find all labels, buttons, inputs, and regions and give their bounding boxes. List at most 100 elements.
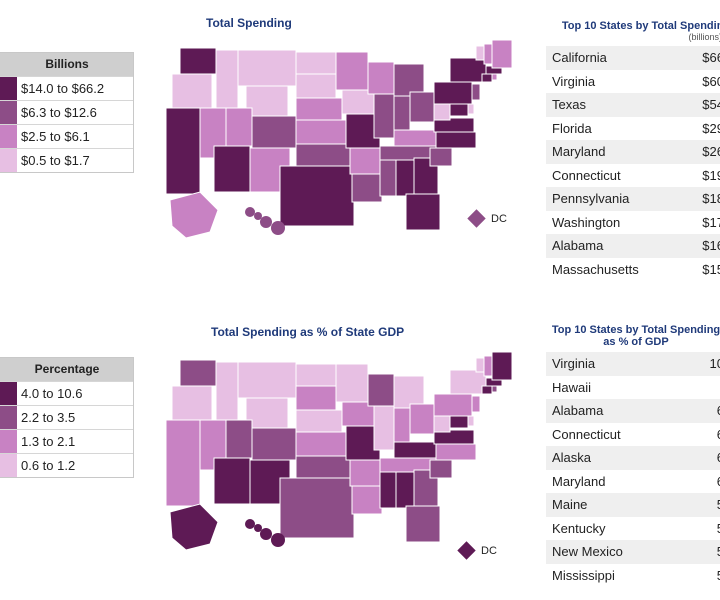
state-vt (475, 45, 485, 61)
state-name: Mississippi (552, 567, 615, 583)
state-id (215, 49, 239, 109)
table-row: Maryland 6 (546, 470, 720, 494)
state-name: Hawaii (552, 379, 592, 395)
state-nc (435, 131, 477, 149)
state-oh (409, 91, 435, 123)
legend-swatch (0, 382, 17, 405)
dc-marker: DC (467, 209, 507, 228)
state-mn (335, 51, 369, 91)
state-ri (491, 73, 498, 81)
legend: Billions $14.0 to $66.2 $6.3 to $12.6 $2… (0, 52, 134, 173)
state-name: Alaska (552, 450, 592, 466)
state-value: $54 (702, 97, 720, 113)
state-wy (245, 85, 289, 117)
state-in (393, 407, 411, 443)
state-ar (349, 147, 381, 175)
state-value: 5 (717, 568, 720, 583)
state-name: Virginia (552, 73, 596, 89)
table-row: Connecticut 6 (546, 423, 720, 447)
state-sd (295, 385, 337, 411)
table-row: Alaska 6 (546, 446, 720, 470)
state-mn (335, 363, 369, 403)
us-choropleth-map (165, 352, 513, 551)
state-wy (245, 397, 289, 429)
state-ri (491, 385, 498, 393)
dc-swatch (467, 209, 486, 228)
state-value: $26 (702, 144, 720, 160)
state-mi (393, 375, 425, 409)
state-name: Connecticut (552, 426, 621, 442)
legend-swatch (0, 454, 17, 477)
legend: Percentage 4.0 to 10.6 2.2 to 3.5 1.3 to… (0, 357, 134, 478)
state-nj (471, 83, 481, 101)
state-name: California (552, 50, 607, 66)
state-value: $66 (702, 50, 720, 66)
state-nh (483, 355, 493, 377)
state-ms (379, 159, 397, 197)
legend-label: 4.0 to 10.6 (21, 386, 83, 401)
state-name: Massachusetts (552, 261, 639, 277)
legend-item: $6.3 to $12.6 (0, 100, 133, 124)
state-ct (481, 385, 493, 395)
dc-label: DC (491, 212, 507, 225)
table-row: Washington $17 (546, 211, 720, 235)
state-de (467, 415, 475, 427)
state-al (395, 159, 415, 197)
state-az (213, 145, 251, 193)
state-pa (433, 81, 473, 105)
table-subtitle: (billions) (688, 32, 720, 42)
state-wa (179, 47, 217, 75)
table-row: Mississippi 5 (546, 564, 720, 588)
state-me (491, 352, 513, 381)
state-name: Pennsylvania (552, 191, 630, 207)
table-row: Massachusetts $15 (546, 258, 720, 282)
state-ct (481, 73, 493, 83)
state-hi (271, 533, 285, 547)
state-ar (349, 459, 381, 487)
top10-table: Top 10 States by Total Spending (billion… (546, 20, 720, 281)
state-or (171, 73, 213, 109)
state-nj (471, 395, 481, 413)
state-ak (169, 503, 219, 551)
state-al (395, 471, 415, 509)
state-nd (295, 363, 337, 387)
state-value: $29 (702, 120, 720, 136)
state-hi (245, 519, 255, 529)
state-hi (245, 207, 255, 217)
state-ky (393, 129, 437, 147)
table-row: Alabama 6 (546, 399, 720, 423)
state-value: $19 (702, 167, 720, 183)
state-fl (405, 505, 441, 543)
map-title: Total Spending (206, 16, 292, 30)
state-co (251, 115, 297, 149)
state-az (213, 457, 251, 505)
state-nv (199, 107, 227, 159)
state-ut (225, 419, 253, 459)
state-oh (409, 403, 435, 435)
state-vt (475, 357, 485, 373)
table-row: Kentucky 5 (546, 517, 720, 541)
state-mt (237, 361, 297, 399)
state-value: 6 (717, 474, 720, 489)
state-ks (295, 119, 347, 145)
legend-label: $14.0 to $66.2 (21, 81, 105, 96)
state-pa (433, 393, 473, 417)
state-la (351, 485, 383, 515)
legend-swatch (0, 101, 17, 124)
state-md (449, 103, 469, 117)
state-ca (165, 419, 201, 507)
state-fl (405, 193, 441, 231)
state-wa (179, 359, 217, 387)
state-value: 10 (709, 356, 720, 372)
state-value: 5 (717, 521, 720, 536)
state-va (433, 117, 475, 133)
table-row: Florida $29 (546, 117, 720, 141)
state-hi (271, 221, 285, 235)
legend-swatch (0, 149, 17, 172)
dc-swatch (457, 541, 476, 560)
legend-label: 2.2 to 3.5 (21, 410, 76, 425)
top10-table: Top 10 States by Total Spending as % of … (546, 324, 720, 587)
state-name: New Mexico (552, 544, 623, 560)
state-value: 6 (717, 427, 720, 442)
state-hi (260, 216, 272, 228)
